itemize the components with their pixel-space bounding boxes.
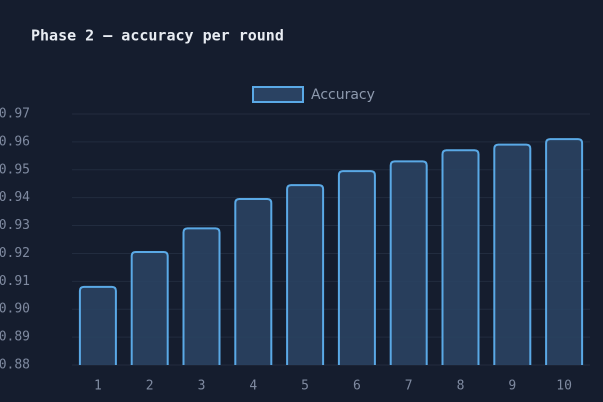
x-tick-label: 4	[249, 379, 257, 394]
legend-swatch	[252, 86, 304, 103]
legend-label: Accuracy	[311, 87, 375, 103]
y-tick-label: 0.97	[0, 107, 30, 122]
bar	[234, 198, 273, 365]
y-tick-label: 0.88	[0, 358, 30, 373]
x-tick-label: 5	[301, 379, 309, 394]
y-tick-label: 0.93	[0, 218, 30, 233]
x-tick-label: 6	[353, 379, 361, 394]
bar	[493, 143, 532, 365]
y-tick-label: 0.92	[0, 246, 30, 261]
bar	[182, 227, 221, 365]
x-tick-label: 2	[146, 379, 154, 394]
bar	[286, 184, 325, 365]
x-tick-label: 8	[457, 379, 465, 394]
bar	[389, 160, 428, 365]
bar	[78, 285, 117, 365]
x-tick-label: 3	[198, 379, 206, 394]
bar	[545, 138, 584, 365]
bar	[337, 170, 376, 365]
x-tick-label: 1	[94, 379, 102, 394]
bar	[441, 149, 480, 365]
chart-title: Phase 2 — accuracy per round	[31, 27, 284, 45]
x-tick-label: 7	[405, 379, 413, 394]
y-tick-label: 0.91	[0, 274, 30, 289]
x-tick-label: 10	[556, 379, 572, 394]
y-tick-label: 0.90	[0, 302, 30, 317]
bar	[130, 251, 169, 365]
x-tick-label: 9	[508, 379, 516, 394]
y-tick-label: 0.96	[0, 134, 30, 149]
y-tick-label: 0.94	[0, 190, 30, 205]
y-tick-label: 0.95	[0, 162, 30, 177]
y-tick-label: 0.89	[0, 330, 30, 345]
